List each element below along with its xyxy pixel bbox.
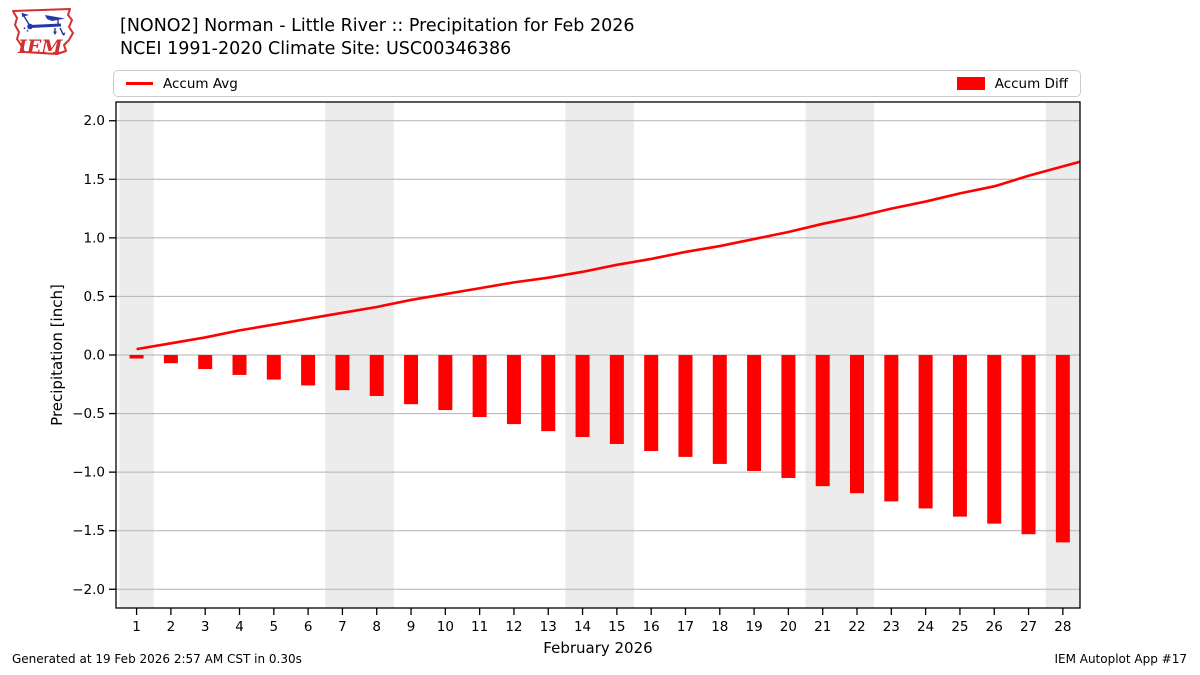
app-caption: IEM Autoplot App #17 [1054, 652, 1187, 666]
chart-subtitle: NCEI 1991-2020 Climate Site: USC00346386 [120, 39, 512, 59]
x-tick-label: 24 [917, 619, 934, 635]
y-tick-label: −1.0 [72, 465, 105, 481]
accum-diff-bar [404, 355, 419, 405]
x-tick-label: 27 [1020, 619, 1037, 635]
x-tick-label: 14 [574, 619, 591, 635]
legend-item-accum-diff: Accum Diff [956, 75, 1068, 92]
x-tick-label: 16 [643, 619, 660, 635]
chart-title-block: [NONO2] Norman - Little River :: Precipi… [120, 15, 635, 61]
x-tick-label: 9 [407, 619, 416, 635]
accum-diff-bar [232, 355, 247, 375]
y-tick-label: 1.5 [84, 172, 105, 188]
accum-diff-bar [369, 355, 384, 396]
weather-vane-icon [21, 12, 66, 36]
accum-diff-bar [575, 355, 590, 437]
legend-label-accum-avg: Accum Avg [163, 75, 238, 92]
x-tick-label: 18 [711, 619, 728, 635]
x-tick-label: 13 [540, 619, 557, 635]
accum-diff-bar [301, 355, 316, 386]
accum-diff-bar [747, 355, 762, 471]
x-tick-label: 23 [883, 619, 900, 635]
accum-diff-bar [472, 355, 487, 418]
accum-diff-bar [541, 355, 556, 432]
x-axis-title: February 2026 [543, 639, 652, 657]
iem-logo: IEM [12, 8, 74, 58]
x-tick-label: 5 [270, 619, 279, 635]
accum-diff-bar [1055, 355, 1070, 543]
y-tick-label: −1.5 [72, 523, 105, 539]
accum-diff-bar [850, 355, 865, 494]
x-tick-label: 12 [505, 619, 522, 635]
accum-avg-line-swatch [126, 82, 153, 85]
accum-diff-bar [952, 355, 967, 517]
accum-diff-rect-swatch [956, 77, 985, 90]
accum-diff-bar [129, 355, 144, 359]
y-tick-label: 0.0 [84, 348, 105, 364]
accum-diff-bar [198, 355, 213, 370]
accum-diff-bar [815, 355, 830, 487]
accum-diff-bar [163, 355, 178, 364]
generated-caption: Generated at 19 Feb 2026 2:57 AM CST in … [12, 652, 302, 666]
x-tick-label: 8 [372, 619, 381, 635]
accum-diff-bar [266, 355, 281, 380]
legend-item-accum-avg: Accum Avg [126, 76, 238, 92]
y-tick-label: 2.0 [84, 113, 105, 129]
x-tick-label: 22 [848, 619, 865, 635]
accum-diff-bar [609, 355, 624, 445]
accum-diff-bar [781, 355, 796, 478]
x-tick-label: 4 [235, 619, 244, 635]
accum-diff-bar [678, 355, 693, 457]
x-tick-label: 25 [951, 619, 968, 635]
accum-diff-bar [884, 355, 899, 502]
y-tick-label: 1.0 [84, 230, 105, 246]
y-tick-label: 0.5 [84, 289, 105, 305]
x-tick-label: 15 [608, 619, 625, 635]
y-axis-title: Precipitation [inch] [48, 284, 66, 426]
x-tick-label: 17 [677, 619, 694, 635]
x-tick-label: 20 [780, 619, 797, 635]
x-tick-label: 11 [471, 619, 488, 635]
accum-diff-bar [918, 355, 933, 509]
x-tick-label: 19 [745, 619, 762, 635]
accum-diff-bar [987, 355, 1002, 524]
x-tick-label: 26 [986, 619, 1003, 635]
accum-diff-bar [1021, 355, 1036, 535]
accum-diff-bar [506, 355, 521, 425]
x-tick-label: 2 [167, 619, 176, 635]
accum-diff-bar [644, 355, 659, 452]
x-tick-label: 3 [201, 619, 210, 635]
x-tick-label: 1 [132, 619, 141, 635]
y-tick-label: −2.0 [72, 582, 105, 598]
x-tick-label: 6 [304, 619, 313, 635]
x-tick-label: 28 [1054, 619, 1071, 635]
x-tick-label: 7 [338, 619, 347, 635]
x-tick-label: 10 [437, 619, 454, 635]
chart-title: [NONO2] Norman - Little River :: Precipi… [120, 16, 635, 36]
x-tick-label: 21 [814, 619, 831, 635]
accum-diff-bar [438, 355, 453, 411]
accum-diff-bar [335, 355, 350, 391]
logo-text: IEM [17, 36, 63, 58]
legend-label-accum-diff: Accum Diff [994, 75, 1068, 92]
legend: Accum Avg Accum Diff [113, 70, 1081, 97]
y-tick-label: −0.5 [72, 406, 105, 422]
accum-avg-line [136, 160, 1081, 351]
accum-diff-bar [712, 355, 727, 464]
